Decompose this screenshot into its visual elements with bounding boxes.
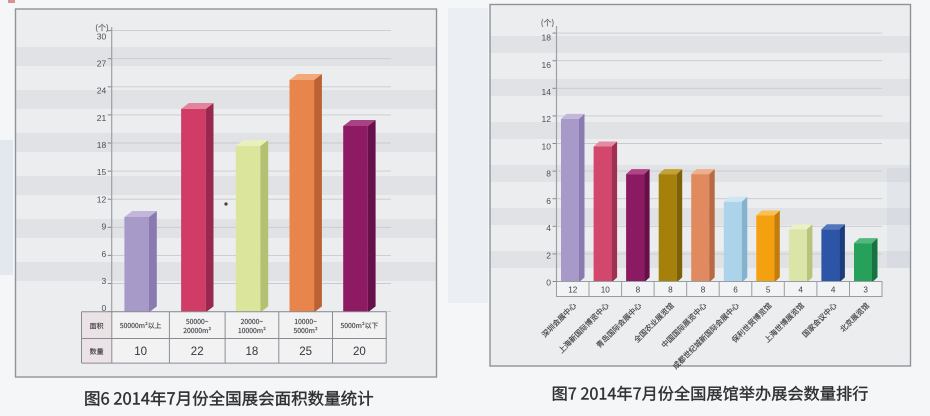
- svg-text:10: 10: [601, 286, 611, 295]
- svg-text:15: 15: [97, 167, 107, 177]
- svg-text:6: 6: [546, 196, 551, 206]
- svg-text:12: 12: [542, 114, 552, 124]
- svg-text:14: 14: [542, 87, 552, 97]
- svg-text:8: 8: [546, 169, 551, 179]
- svg-text:3: 3: [101, 276, 106, 286]
- svg-text:10: 10: [134, 346, 147, 358]
- svg-text:3: 3: [863, 286, 868, 295]
- svg-text:27: 27: [97, 59, 107, 69]
- svg-text:24: 24: [97, 86, 107, 96]
- svg-text:20: 20: [353, 346, 366, 358]
- svg-text:2: 2: [546, 250, 551, 260]
- svg-text:22: 22: [191, 346, 204, 358]
- svg-text:30: 30: [97, 31, 107, 41]
- svg-text:18: 18: [542, 33, 552, 43]
- svg-text:25: 25: [299, 346, 312, 358]
- svg-text:12: 12: [97, 194, 107, 204]
- svg-text:4: 4: [798, 286, 803, 295]
- svg-text:0: 0: [101, 303, 106, 313]
- svg-text:12: 12: [568, 286, 578, 295]
- svg-text:16: 16: [542, 60, 552, 70]
- svg-text:4: 4: [831, 286, 836, 295]
- svg-text:6: 6: [101, 249, 106, 259]
- svg-text:21: 21: [97, 113, 107, 123]
- svg-text:10: 10: [542, 141, 552, 151]
- svg-text:5: 5: [766, 286, 771, 295]
- svg-text:8: 8: [668, 286, 673, 295]
- svg-text:9: 9: [101, 222, 106, 232]
- svg-text:0: 0: [546, 278, 551, 288]
- svg-text:18: 18: [246, 346, 259, 358]
- svg-text:18: 18: [97, 140, 107, 150]
- svg-text:4: 4: [546, 223, 551, 233]
- svg-text:8: 8: [636, 286, 641, 295]
- svg-text:6: 6: [733, 286, 738, 295]
- svg-text:8: 8: [701, 286, 706, 295]
